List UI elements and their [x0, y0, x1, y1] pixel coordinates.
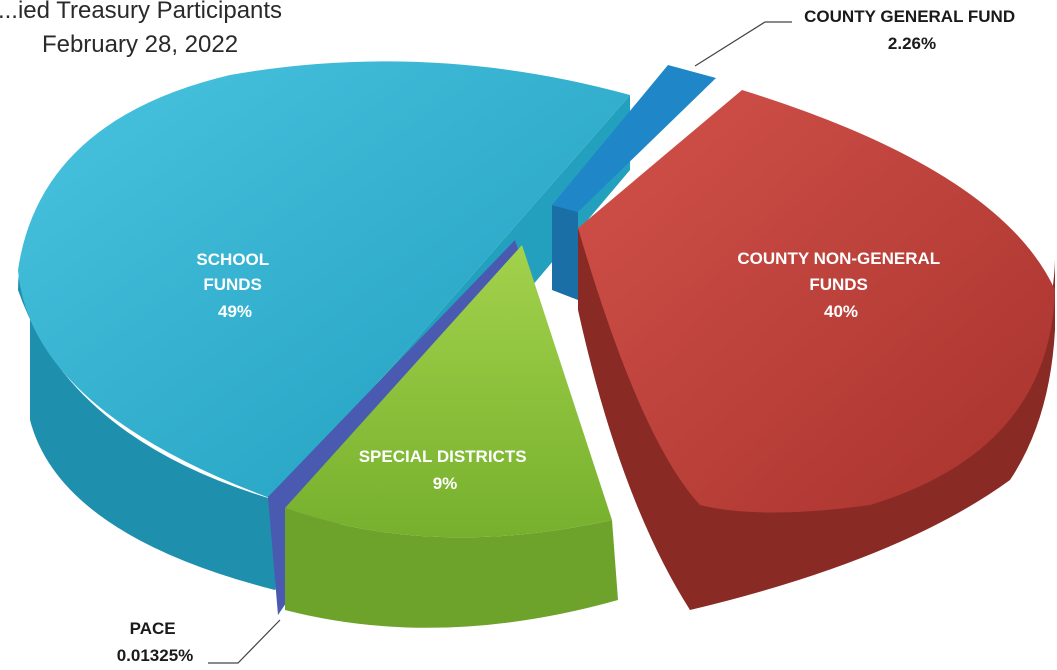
chart-title-block: ...ied Treasury Participants February 28…: [0, 0, 320, 62]
slice-county-general-fund-top: [552, 65, 716, 212]
slice-county-general-fund: [552, 65, 716, 300]
slice-special-districts: [285, 245, 618, 628]
label-county-general-fund-line2: 2.26%: [888, 34, 936, 53]
slice-school-funds-side: [18, 230, 275, 590]
label-school-funds-line1: SCHOOL: [196, 250, 268, 269]
label-pace: PACE 0.01325%: [117, 619, 194, 665]
label-county-general-fund: COUNTY GENERAL FUND 2.26%: [804, 7, 1020, 53]
label-special-districts: SPECIAL DISTRICTS 9%: [359, 447, 532, 493]
label-pace-line2: 0.01325%: [117, 646, 194, 665]
label-county-non-general-funds: COUNTY NON-GENERAL FUNDS 40%: [737, 249, 944, 321]
slice-special-districts-top: [285, 245, 612, 538]
chart-title: ...ied Treasury Participants: [0, 0, 283, 24]
label-county-non-general-funds-line3: 40%: [824, 302, 858, 321]
label-county-non-general-funds-line2: FUNDS: [809, 275, 868, 294]
label-county-general-fund-line1: COUNTY GENERAL FUND: [804, 7, 1015, 26]
label-school-funds-line3: 49%: [218, 302, 252, 321]
chart-subtitle: February 28, 2022: [41, 31, 239, 58]
slice-county-non-general-funds-side: [578, 228, 1055, 610]
slice-special-districts-side: [285, 508, 618, 628]
leader-line-county-general-fund: [694, 21, 792, 67]
label-school-funds: SCHOOL FUNDS 49%: [196, 250, 273, 321]
label-county-non-general-funds-line1: COUNTY NON-GENERAL: [737, 249, 939, 268]
slice-county-non-general-funds: [578, 90, 1055, 610]
label-special-districts-line1: SPECIAL DISTRICTS: [359, 447, 527, 466]
label-special-districts-line2: 9%: [433, 474, 458, 493]
slice-school-funds-top: [18, 61, 630, 501]
leader-line-pace: [208, 619, 281, 664]
slice-county-non-general-funds-top: [578, 90, 1055, 513]
label-pace-line1: PACE: [130, 619, 176, 638]
slice-county-general-fund-side: [552, 205, 578, 300]
label-school-funds-line2: FUNDS: [203, 275, 262, 294]
